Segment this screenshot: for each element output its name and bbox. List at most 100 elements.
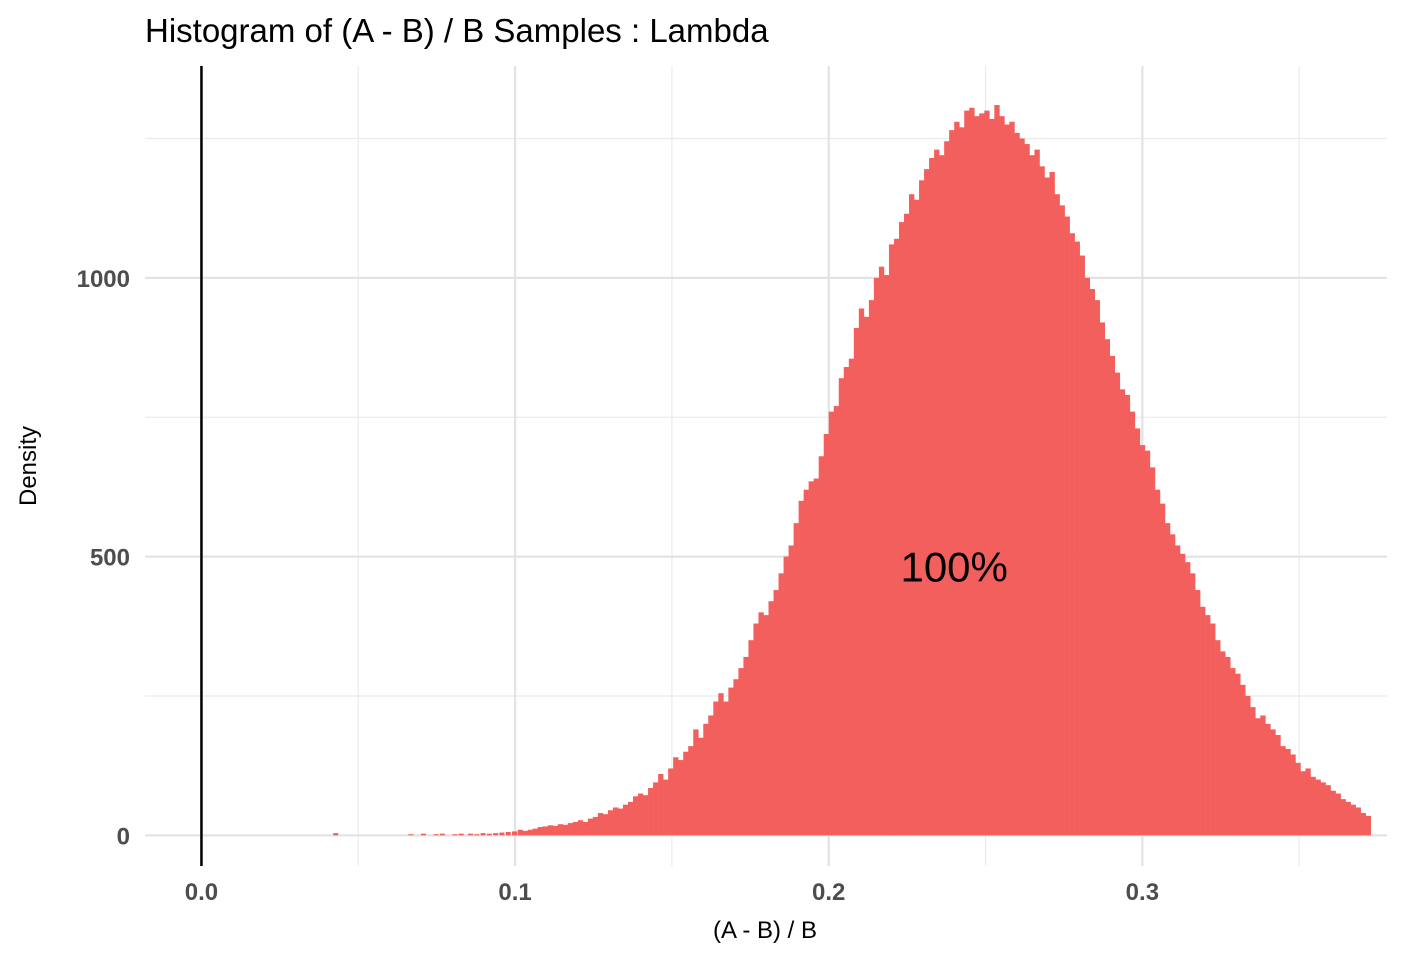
histogram-bar <box>1310 776 1316 836</box>
histogram-bar <box>1134 428 1141 836</box>
histogram-bar <box>1089 288 1095 836</box>
histogram-bar <box>733 679 739 836</box>
histogram-bar <box>633 796 639 836</box>
histogram-bar <box>979 113 985 836</box>
histogram-bar <box>1024 144 1030 836</box>
histogram-bar <box>1014 132 1020 836</box>
histogram-bar <box>408 834 414 836</box>
histogram-bar <box>718 693 724 836</box>
histogram-bars <box>333 105 1371 836</box>
histogram-bar <box>622 804 629 836</box>
histogram-bar <box>823 433 830 836</box>
histogram-bar <box>638 793 644 836</box>
histogram-bar <box>853 328 860 836</box>
x-axis-title: (A - B) / B <box>713 917 817 944</box>
chart-title: Histogram of (A - B) / B Samples : Lambd… <box>145 12 769 49</box>
histogram-bar <box>1230 668 1236 836</box>
histogram-bar <box>848 358 855 836</box>
histogram-bar <box>878 266 885 836</box>
histogram-bar <box>557 824 564 836</box>
histogram-bar <box>748 640 754 836</box>
histogram-bar <box>587 818 594 836</box>
histogram-bar <box>863 316 870 836</box>
histogram-bar <box>778 573 784 836</box>
histogram-bar <box>658 774 664 836</box>
histogram-bar <box>1174 545 1181 836</box>
y-tick-label: 1000 <box>77 266 130 293</box>
histogram-bar <box>1159 503 1166 836</box>
histogram-bar <box>1164 523 1171 836</box>
histogram-bar <box>1315 779 1321 836</box>
histogram-bar <box>582 821 589 836</box>
x-tick-label: 0.0 <box>185 879 218 906</box>
histogram-bar <box>552 825 559 836</box>
histogram-bar <box>1270 729 1276 836</box>
histogram-bar <box>1044 177 1050 836</box>
histogram-bar <box>1280 746 1286 836</box>
histogram-bar <box>673 757 679 836</box>
histogram-bar <box>1109 355 1116 836</box>
histogram-bar <box>522 830 528 836</box>
histogram-bar <box>678 760 684 836</box>
histogram-bar <box>474 834 480 836</box>
histogram-bar <box>828 411 835 836</box>
y-tick-label: 500 <box>90 545 130 572</box>
histogram-bar <box>1129 411 1136 836</box>
histogram-bar <box>421 833 427 836</box>
histogram-bar <box>964 110 970 836</box>
histogram-bar <box>1205 615 1211 836</box>
histogram-bar <box>1250 707 1256 836</box>
histogram-bar <box>883 275 890 836</box>
histogram-bar <box>1124 394 1131 836</box>
histogram-bar <box>708 715 714 836</box>
histogram-bar <box>1054 194 1060 836</box>
histogram-bar <box>1114 372 1121 836</box>
histogram-bar <box>1104 339 1111 836</box>
histogram-bar <box>1325 785 1331 836</box>
histogram-bar <box>954 121 960 836</box>
histogram-bar <box>898 222 905 836</box>
histogram-bar <box>1190 573 1196 836</box>
histogram-bar <box>1154 489 1161 836</box>
histogram-bar <box>984 110 990 836</box>
histogram-bar <box>1064 216 1070 836</box>
histogram-bar <box>758 612 764 836</box>
histogram-bar <box>499 832 505 836</box>
histogram-bar <box>763 615 769 836</box>
histogram-bar <box>1059 205 1065 836</box>
histogram-bar <box>1235 673 1241 836</box>
histogram-bar <box>843 367 850 836</box>
histogram-bar <box>803 489 809 836</box>
histogram-bar <box>617 808 624 836</box>
histogram-bar <box>532 828 538 836</box>
histogram-bar <box>798 500 804 836</box>
histogram-bar <box>562 824 569 836</box>
histogram-bar <box>713 701 719 836</box>
histogram-bar <box>949 130 955 836</box>
histogram-bar <box>999 116 1005 836</box>
histogram-bar <box>1069 233 1075 836</box>
x-tick-label: 0.3 <box>1126 879 1159 906</box>
histogram-bar <box>1009 121 1015 836</box>
histogram-bar <box>433 834 439 836</box>
histogram-bar <box>1360 813 1366 836</box>
histogram-bar <box>643 795 649 836</box>
histogram-bar <box>1195 590 1201 836</box>
histogram-bar <box>480 833 486 836</box>
histogram-bar <box>1300 771 1306 836</box>
x-axis-ticks: 0.0 0.1 0.2 0.3 <box>185 879 1159 906</box>
histogram-bar <box>452 834 458 836</box>
histogram-bar <box>924 169 930 836</box>
histogram-bar <box>1079 255 1085 836</box>
histogram-bar <box>959 127 965 836</box>
histogram-bar <box>1275 734 1281 836</box>
histogram-bar <box>458 833 464 836</box>
histogram-bar <box>788 545 794 836</box>
histogram-bar <box>1220 651 1226 836</box>
histogram-bar <box>607 810 614 836</box>
histogram-bar <box>833 406 840 836</box>
histogram-bar <box>333 833 339 836</box>
x-tick-label: 0.2 <box>812 879 845 906</box>
histogram-bar <box>934 149 940 836</box>
